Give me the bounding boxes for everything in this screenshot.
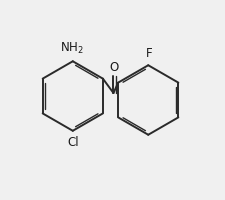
Text: F: F	[146, 47, 153, 60]
Text: Cl: Cl	[67, 136, 79, 149]
Text: NH$_2$: NH$_2$	[60, 41, 84, 56]
Text: O: O	[110, 61, 119, 74]
